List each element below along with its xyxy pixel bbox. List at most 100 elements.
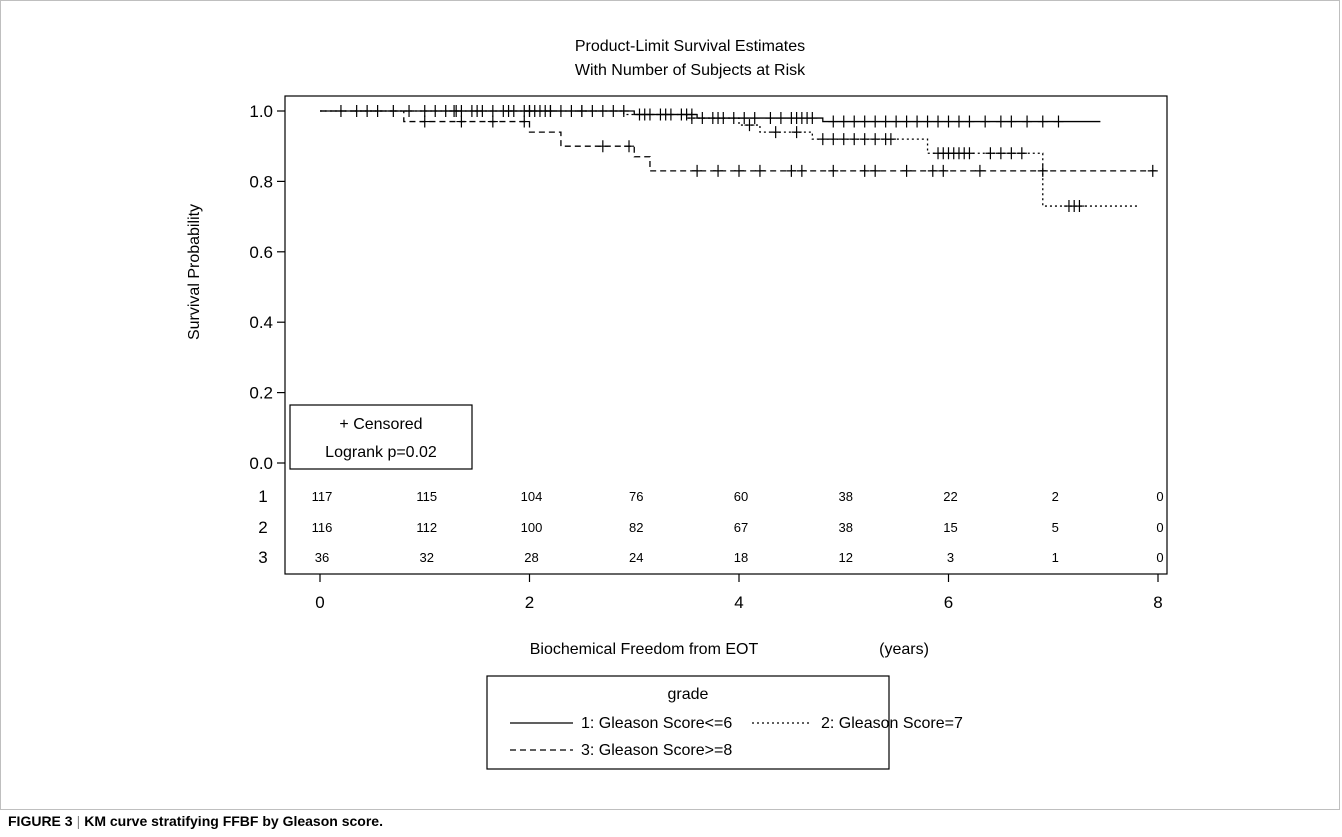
censor-mark [870, 164, 881, 177]
censor-mark [995, 147, 1006, 160]
censor-mark [828, 115, 839, 128]
censor-mark [838, 133, 849, 146]
censor-mark [335, 105, 346, 117]
risk-count: 100 [521, 520, 543, 535]
plot-border [284, 95, 1168, 575]
censor-mark [430, 105, 441, 117]
risk-count: 15 [943, 520, 957, 535]
risk-count: 3 [947, 550, 954, 565]
censor-mark [519, 115, 530, 128]
x-axis: 0 2 4 6 8 [315, 574, 1163, 612]
caption-separator: | [76, 813, 81, 829]
risk-count: 18 [734, 550, 748, 565]
censor-mark [372, 105, 383, 117]
censor-mark [849, 133, 860, 146]
censor-mark [576, 105, 587, 117]
censor-mark [859, 115, 870, 128]
censor-mark [985, 147, 996, 160]
censor-mark [891, 115, 902, 128]
figure-caption: FIGURE 3 | KM curve stratifying FFBF by Gl… [8, 813, 383, 829]
risk-count: 1 [1052, 550, 1059, 565]
censor-mark [713, 164, 724, 177]
logrank-label: Logrank p=0.02 [325, 444, 437, 461]
censor-mark [660, 108, 671, 121]
censor-mark [566, 105, 577, 117]
censor-mark [1006, 115, 1017, 128]
y-axis-label: Survival Probability [186, 204, 203, 340]
censor-mark [828, 133, 839, 146]
legend-entry-3: 3: Gleason Score>=8 [581, 742, 732, 759]
censor-mark [624, 140, 635, 153]
censor-mark [639, 108, 650, 121]
censor-mark [922, 115, 933, 128]
censor-mark [388, 105, 399, 117]
chart-subtitle: With Number of Subjects at Risk [575, 62, 806, 79]
censor-mark [901, 115, 912, 128]
censor-mark [1053, 115, 1064, 128]
censor-mark [351, 105, 362, 117]
censor-mark [791, 126, 802, 139]
censor-mark [503, 105, 514, 117]
survival-curve-1 [320, 110, 1101, 123]
risk-count: 0 [1156, 520, 1163, 535]
censor-mark [686, 112, 697, 125]
censor-mark [1147, 164, 1158, 177]
censor-mark [1037, 164, 1048, 177]
censor-mark [870, 115, 881, 128]
x-tick-label: 6 [944, 593, 953, 612]
censor-mark [796, 164, 807, 177]
risk-row-label: 2 [258, 518, 267, 537]
y-tick-label: 0.0 [249, 454, 273, 473]
x-tick-label: 0 [315, 593, 324, 612]
figure-caption-text: KM curve stratifying FFBF by Gleason sco… [84, 813, 383, 829]
x-tick-label: 4 [734, 593, 743, 612]
y-tick-label: 0.4 [249, 313, 273, 332]
censor-mark [901, 164, 912, 177]
censor-mark [953, 115, 964, 128]
censor-mark [545, 105, 556, 117]
censor-mark [524, 105, 535, 117]
legend-entry-1: 1: Gleason Score<=6 [581, 715, 732, 732]
y-tick-label: 1.0 [249, 102, 273, 121]
risk-count: 117 [312, 489, 333, 504]
x-axis-label: Biochemical Freedom from EOT [530, 641, 759, 658]
censor-mark [838, 115, 849, 128]
censor-mark [451, 105, 462, 117]
censor-mark [849, 115, 860, 128]
censor-marks [335, 105, 1158, 213]
risk-count: 5 [1052, 520, 1059, 535]
censor-mark [692, 164, 703, 177]
censor-mark [807, 112, 818, 125]
censor-mark [828, 164, 839, 177]
risk-count: 38 [839, 520, 853, 535]
risk-count: 36 [315, 550, 329, 565]
censor-mark [404, 105, 415, 117]
risk-count: 0 [1156, 550, 1163, 565]
y-tick-label: 0.6 [249, 243, 273, 262]
censor-mark [995, 115, 1006, 128]
risk-table: 1 117 115 104 76 60 38 22 2 02 116 112 100 82 67 38 15 5 0… [258, 487, 1163, 567]
censor-mark [1022, 115, 1033, 128]
risk-count: 12 [839, 550, 853, 565]
censor-mark [597, 105, 608, 117]
censor-mark [739, 112, 750, 125]
risk-row-label: 1 [258, 487, 267, 506]
censor-mark [749, 112, 760, 125]
risk-count: 38 [839, 489, 853, 504]
censor-mark [487, 105, 498, 117]
censor-mark [487, 115, 498, 128]
censor-mark [608, 105, 619, 117]
risk-count: 22 [943, 489, 957, 504]
censor-mark [870, 133, 881, 146]
risk-count: 104 [521, 489, 543, 504]
censor-mark [734, 164, 744, 177]
censor-mark [744, 119, 755, 132]
y-tick-label: 0.8 [249, 172, 273, 191]
y-axis: 0.0 0.2 0.4 0.6 0.8 1.0 [249, 102, 285, 473]
censor-mark [1016, 147, 1027, 160]
figure-caption-label: FIGURE 3 [8, 813, 73, 829]
censor-mark [362, 105, 373, 117]
censor-mark [1074, 200, 1085, 213]
censor-mark [728, 112, 739, 125]
censor-mark [974, 164, 985, 177]
